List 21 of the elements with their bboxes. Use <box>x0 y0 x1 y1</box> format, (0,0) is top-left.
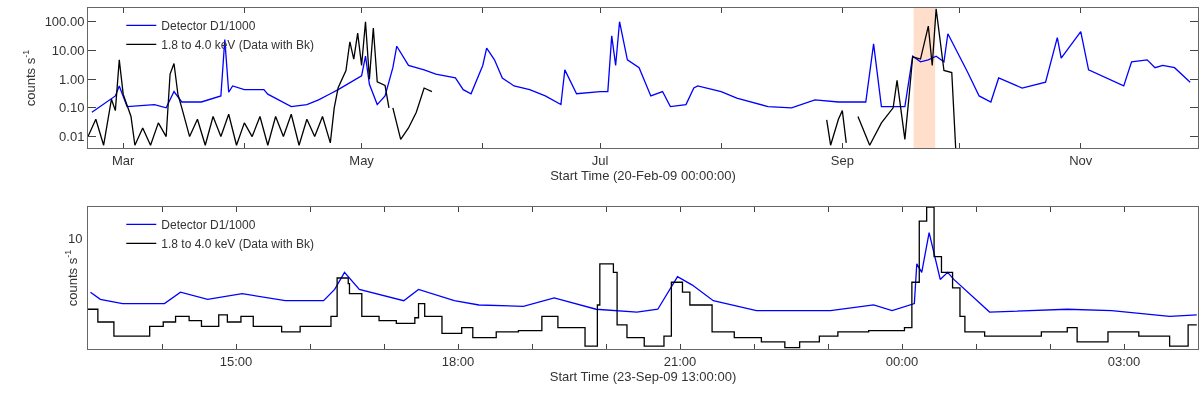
y-tick-label: 0.01 <box>59 129 85 145</box>
legend-label: 1.8 to 4.0 keV (Data with Bk) <box>161 237 315 252</box>
x-tick-label: 18:00 <box>441 353 475 369</box>
legend-label: Detector D1/1000 <box>161 218 256 233</box>
y-tick-label: 10.00 <box>51 42 85 58</box>
y-tick-label: 0.10 <box>59 100 85 116</box>
x-tick-label: Nov <box>1069 152 1093 168</box>
x-tick-label: 15:00 <box>219 353 253 369</box>
x-axis-title: Start Time (20-Feb-09 00:00:00) <box>550 168 736 184</box>
x-tick-label: Mar <box>111 152 136 168</box>
x-tick-label: May <box>349 152 375 168</box>
x-tick-label: 00:00 <box>885 353 919 369</box>
x-tick-label: Sep <box>830 152 854 168</box>
x-tick-label: 03:00 <box>1107 353 1141 369</box>
x-tick-label: 21:00 <box>663 353 697 369</box>
legend-label: Detector D1/1000 <box>161 18 256 33</box>
x-axis-title: Start Time (23-Sep-09 13:00:00) <box>549 369 737 385</box>
x-tick-label: Jul <box>591 152 609 168</box>
text: 10 <box>68 231 83 246</box>
y-tick-label: 1.00 <box>59 71 85 87</box>
y-tick-label: 100.00 <box>44 14 85 30</box>
